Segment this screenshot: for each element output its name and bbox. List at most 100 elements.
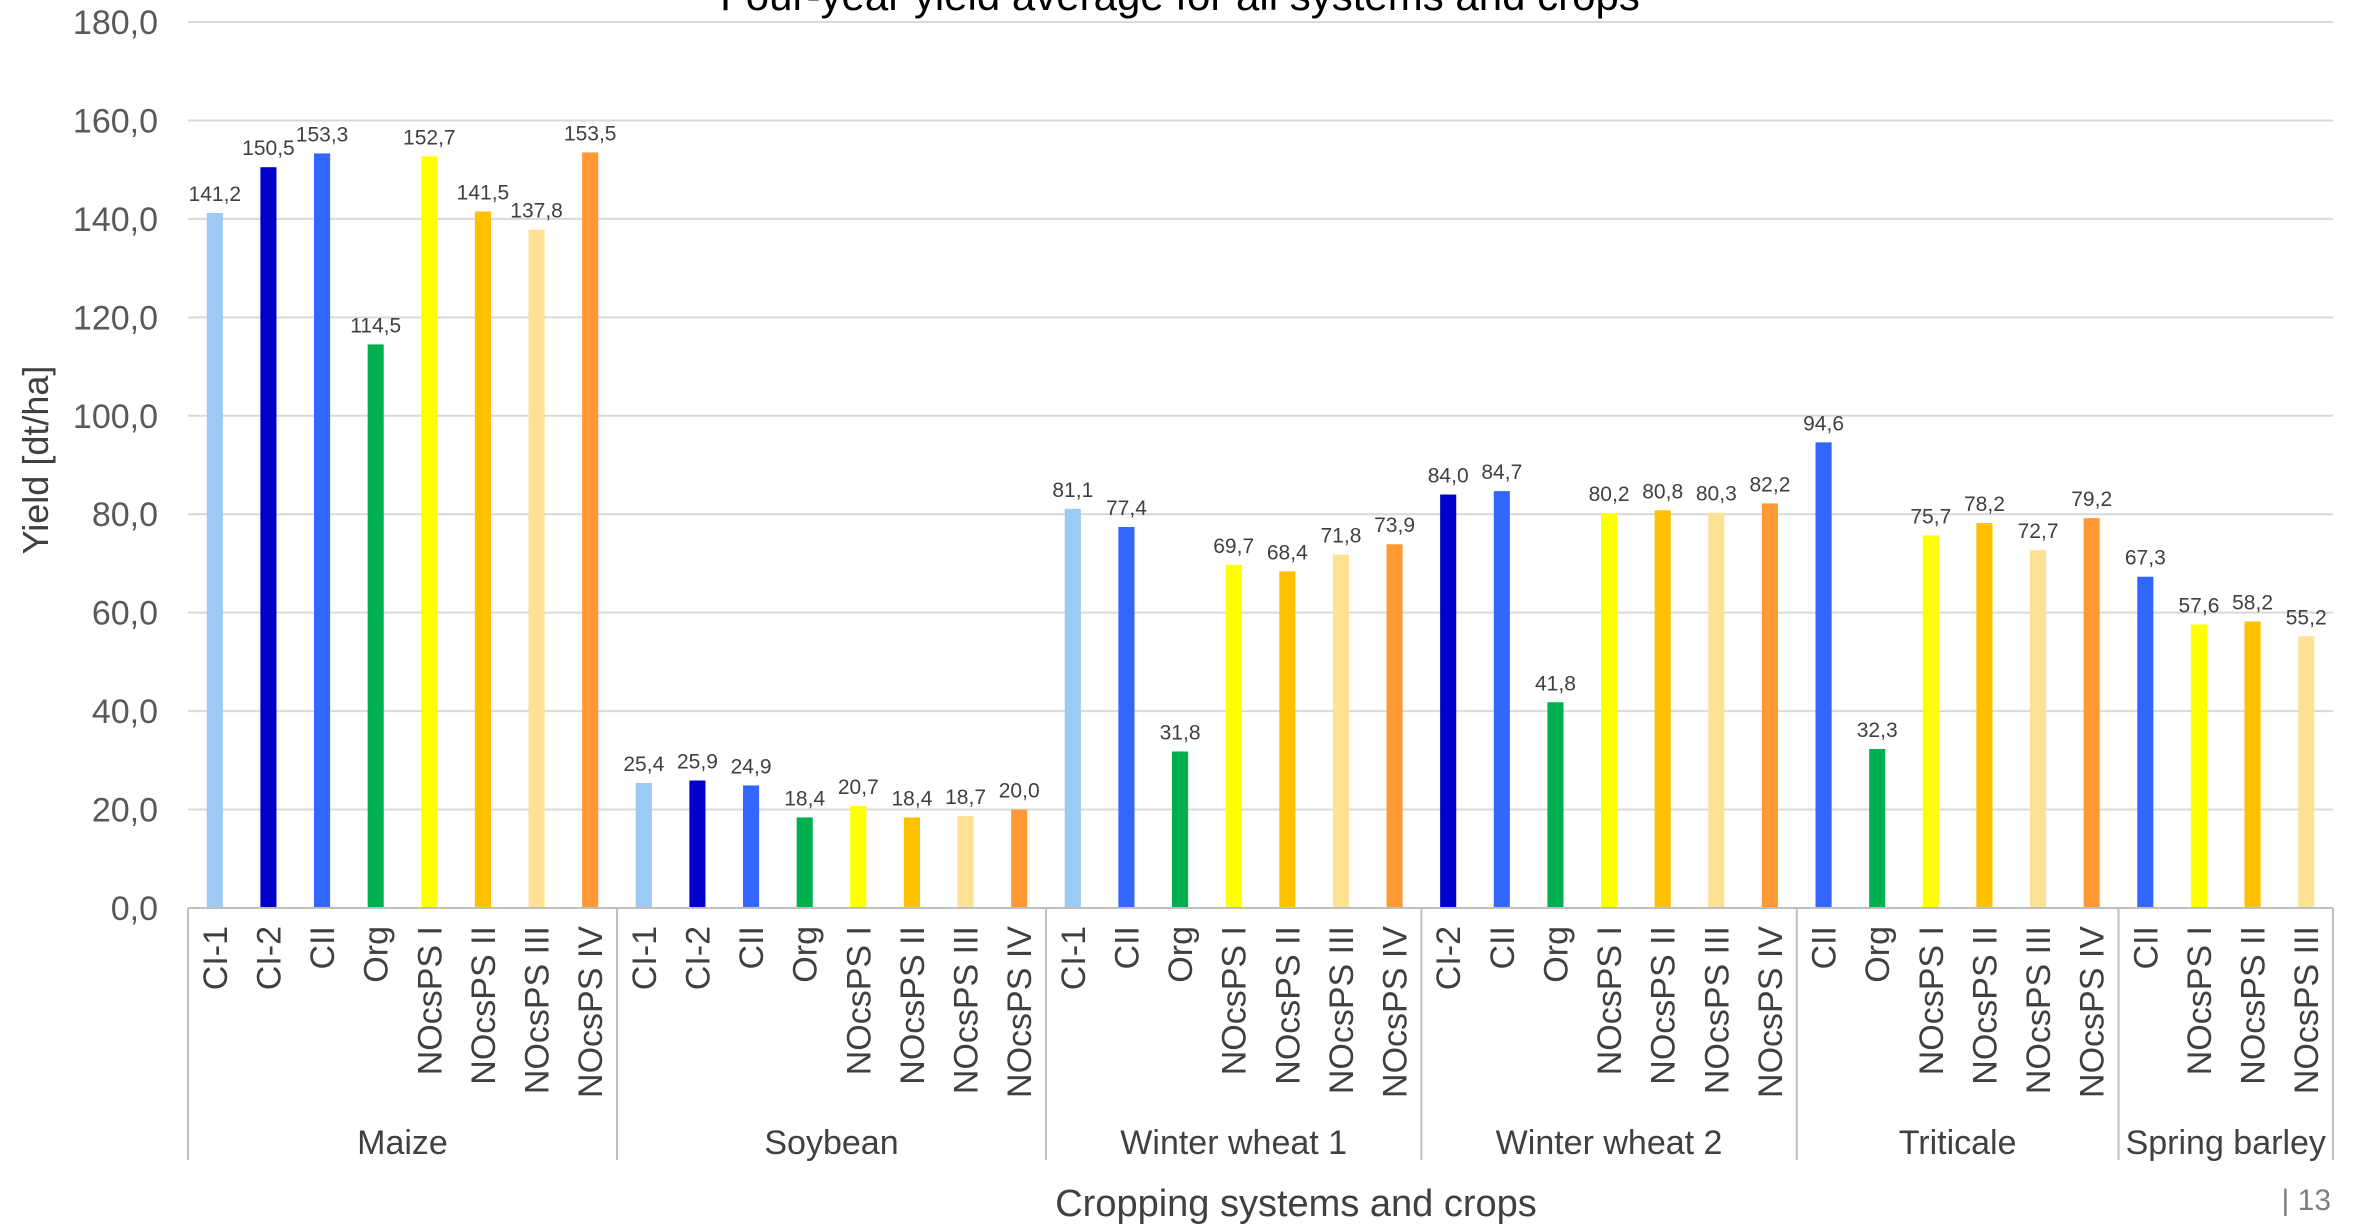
x-tick-label: NOcsPS II [1269,926,1307,1085]
y-tick-label: 40,0 [92,693,158,731]
bar [796,817,813,908]
data-label: 20,0 [999,780,1040,803]
x-tick-label: CII [1806,926,1844,969]
bar [635,782,652,908]
y-axis-label: Yield [dt/ha] [15,366,56,555]
x-tick-label: NOcsPS IV [1752,926,1790,1098]
x-tick-label: CII [304,926,342,969]
bar [2244,621,2261,908]
bar [1922,535,1939,908]
bar [1654,510,1671,908]
x-tick-label: CI-1 [626,926,664,990]
bar [2298,636,2315,908]
data-label: 80,8 [1642,480,1683,503]
bar [1601,513,1618,908]
y-tick-label: 80,0 [92,496,158,534]
data-label: 73,9 [1374,514,1415,537]
x-tick-label: NOcsPS I [840,926,878,1075]
x-tick-label: NOcsPS I [1216,926,1254,1075]
x-tick-label: CII [733,926,771,969]
y-tick-label: 20,0 [92,792,158,830]
data-label: 71,8 [1321,525,1362,548]
data-label: 68,4 [1267,541,1308,564]
bar [1225,564,1242,908]
data-label: 81,1 [1052,479,1093,502]
x-tick-label: NOcsPS I [2181,926,2219,1075]
bar [1332,554,1349,908]
bar [1011,809,1028,908]
data-label: 153,5 [564,122,617,145]
data-label: 80,2 [1589,483,1630,506]
bar [474,211,491,908]
bar [314,153,331,908]
x-tick-label: NOcsPS III [1698,926,1736,1094]
data-label: 57,6 [2179,594,2220,617]
x-tick-label: NOcsPS II [2235,926,2273,1085]
bar [1869,749,1886,908]
x-tick-label: NOcsPS III [519,926,557,1094]
bar [367,344,384,909]
x-tick-label: NOcsPS IV [572,926,610,1098]
data-label: 80,3 [1696,483,1737,506]
group-label: Soybean [764,1124,898,1162]
bar [1815,442,1832,908]
x-tick-label: NOcsPS III [2020,926,2058,1094]
data-label: 84,7 [1481,461,1522,484]
y-tick-label: 140,0 [73,201,158,239]
bar [1547,702,1564,908]
data-label: 31,8 [1160,721,1201,744]
bar [1118,527,1135,908]
x-tick-label: CII [2127,926,2165,969]
data-label: 84,0 [1428,465,1469,488]
group-label: Spring barley [2126,1124,2326,1162]
x-tick-label: Org [1859,926,1897,983]
y-tick-label: 100,0 [73,398,158,436]
y-tick-label: 120,0 [73,299,158,337]
page-number: | 13 [2281,1184,2332,1217]
x-tick-label: NOcsPS IV [2074,926,2112,1098]
x-tick-label: NOcsPS I [411,926,449,1075]
x-tick-label: CI-2 [679,926,717,990]
bar [2030,550,2047,908]
bar [260,167,277,908]
bar [1440,494,1457,908]
data-label: 94,6 [1803,412,1844,435]
data-label: 20,7 [838,776,879,799]
x-tick-label: NOcsPS I [1913,926,1951,1075]
data-label: 141,5 [457,182,510,205]
x-tick-label: NOcsPS IV [1377,926,1415,1098]
bar [421,156,438,909]
data-label: 141,2 [189,183,242,206]
x-tick-label: NOcsPS II [1966,926,2004,1085]
bar [903,817,920,908]
y-tick-label: 60,0 [92,595,158,633]
data-label: 72,7 [2018,520,2059,543]
data-label: 79,2 [2071,488,2112,511]
y-tick-label: 180,0 [73,4,158,42]
y-tick-label: 160,0 [73,102,158,140]
data-label: 18,4 [784,787,825,810]
x-tick-label: Org [1162,926,1200,983]
bar [1172,751,1189,908]
x-tick-label: Org [1537,926,1575,983]
data-label: 25,9 [677,751,718,774]
data-label: 75,7 [1910,505,1951,528]
x-tick-label: CI-2 [1430,926,1468,990]
data-label: 55,2 [2286,606,2327,629]
group-label: Maize [357,1124,448,1162]
bar [689,780,706,908]
x-tick-label: NOcsPS II [894,926,932,1085]
bar [528,229,545,908]
bar [1976,523,1993,908]
x-tick-label: NOcsPS IV [1001,926,1039,1098]
x-axis-label: Cropping systems and crops [1055,1183,1537,1225]
x-tick-label: CII [1108,926,1146,969]
data-label: 137,8 [510,200,563,223]
data-label: 77,4 [1106,497,1147,520]
data-label: 78,2 [1964,493,2005,516]
bar [2190,624,2207,908]
x-tick-label: CII [1484,926,1522,969]
bar [2083,518,2100,908]
x-tick-label: Org [787,926,825,983]
